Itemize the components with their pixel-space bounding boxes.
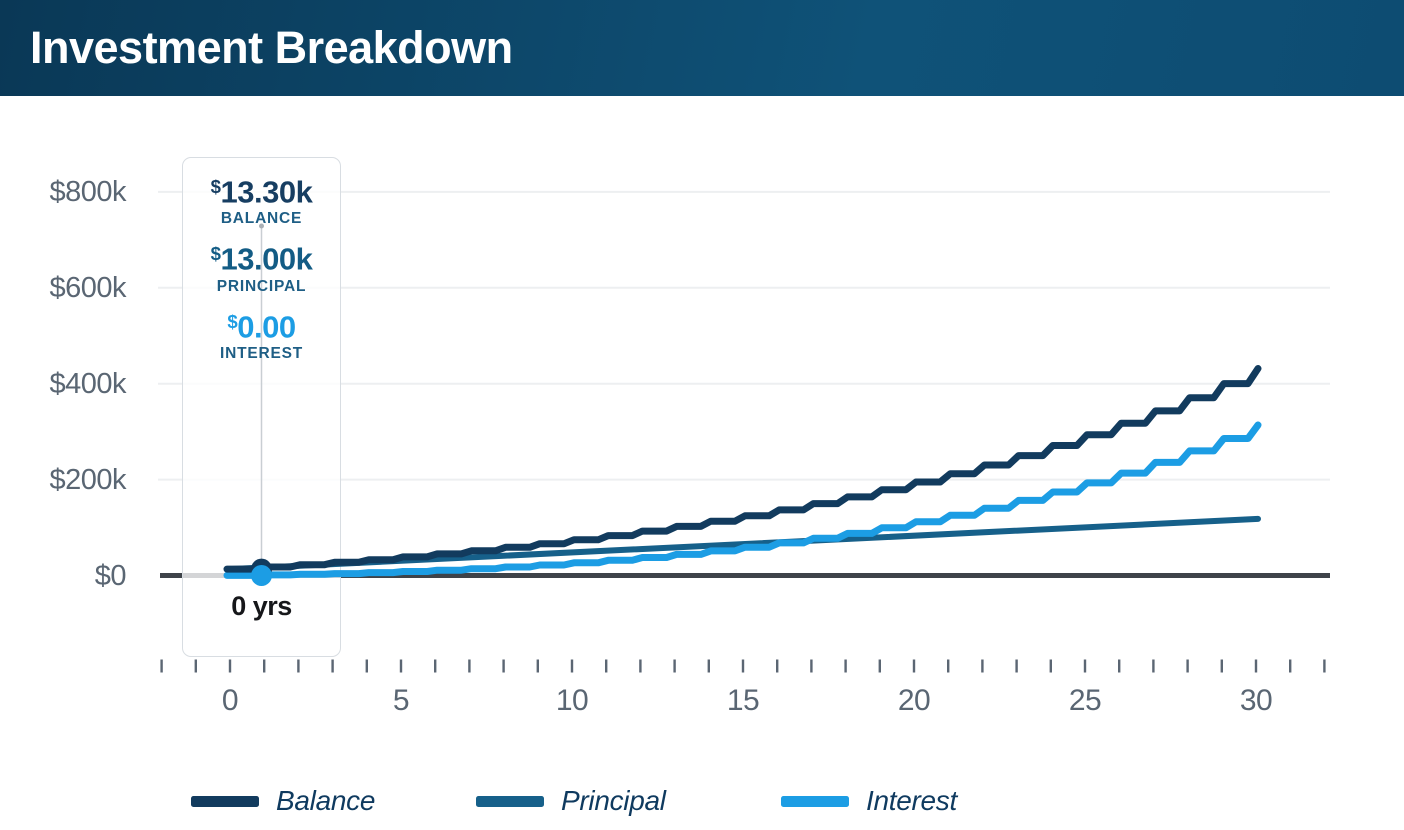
x-axis-label: 5 <box>392 684 410 717</box>
x-axis-label: 20 <box>897 684 931 717</box>
tooltip-principal-label: PRINCIPAL <box>216 277 307 295</box>
marker-dot-interest <box>251 565 272 586</box>
header-bar: Investment Breakdown <box>0 0 1404 96</box>
x-axis-label: 0 <box>221 684 239 717</box>
y-axis-label: $400k <box>49 367 126 400</box>
tooltip-balance-label: BALANCE <box>220 210 303 228</box>
tooltip-principal-group: $13.00k PRINCIPAL <box>182 237 341 296</box>
series-line-balance <box>223 365 1262 573</box>
legend-label-interest: Interest <box>866 785 957 816</box>
legend-swatch-principal <box>476 795 544 807</box>
series-line-interest <box>223 421 1262 579</box>
tooltip-x-value: 0 yrs <box>231 591 292 621</box>
x-axis-label: 30 <box>1239 684 1273 717</box>
page-title: Investment Breakdown <box>30 22 513 73</box>
y-axis-label: $0 <box>94 559 127 592</box>
tooltip-balance-group: $13.30k BALANCE <box>182 170 341 229</box>
y-axis-label: $200k <box>49 463 126 496</box>
chart-plot-area[interactable]: $800k $600k $400k $200k $0 0 5 10 15 20 25 30 $13.3… <box>0 96 1404 830</box>
x-axis-label: 10 <box>555 684 589 717</box>
legend-label-principal: Principal <box>561 785 666 816</box>
legend-swatch-interest <box>781 795 849 807</box>
x-axis-label: 25 <box>1068 684 1102 717</box>
y-axis-label: $800k <box>49 175 126 208</box>
legend-item-interest[interactable]: Interest <box>781 783 957 819</box>
legend-item-balance[interactable]: Balance <box>191 783 375 819</box>
x-axis-label: 15 <box>726 684 760 717</box>
tooltip-content: $13.30k BALANCE $13.00k PRINCIPAL $0.00 … <box>182 157 341 372</box>
tooltip-crosshair-dot <box>259 223 264 229</box>
tooltip-interest-label: INTEREST <box>219 344 304 362</box>
legend-label-balance: Balance <box>276 785 376 816</box>
legend-swatch-balance <box>191 795 259 807</box>
tooltip-interest-value: $0.00 <box>227 308 296 344</box>
tooltip-interest-group: $0.00 INTEREST <box>182 305 341 364</box>
chart-series-layer <box>223 223 1262 586</box>
y-axis-label: $600k <box>49 271 126 304</box>
legend-item-principal[interactable]: Principal <box>476 783 666 819</box>
tooltip-principal-value: $13.00k <box>210 241 313 277</box>
tooltip-balance-value: $13.30k <box>210 174 313 210</box>
